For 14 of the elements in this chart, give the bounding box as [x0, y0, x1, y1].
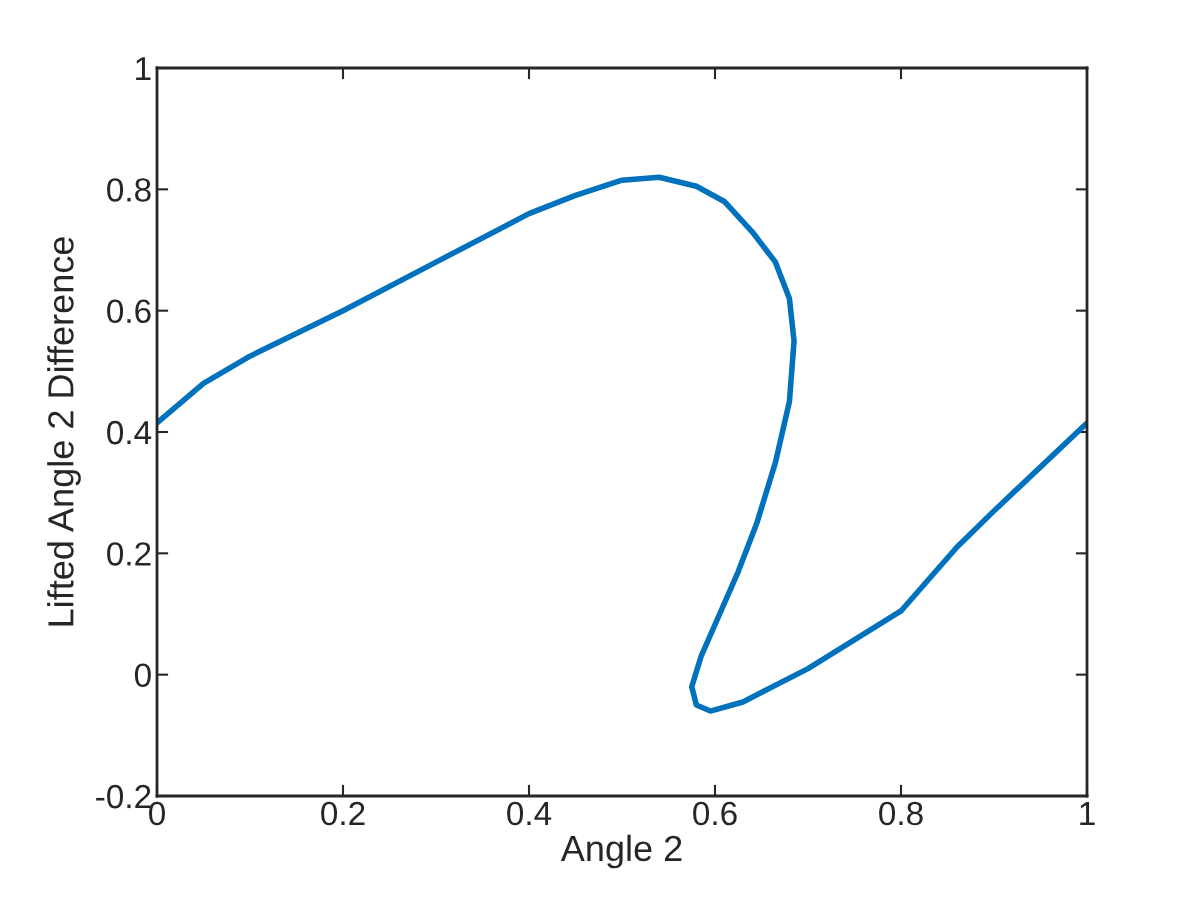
y-tick-label: 0	[134, 663, 151, 688]
x-axis-title: Angle 2	[560, 834, 682, 869]
y-tick-label: -0.2	[96, 784, 151, 809]
x-tick-label: 0.6	[693, 801, 737, 826]
x-tick-label: 0.8	[879, 801, 923, 826]
x-tick-label: 0.2	[321, 801, 365, 826]
x-tick-label: 1	[1080, 802, 1095, 826]
x-tick-label: 0.4	[507, 801, 552, 826]
y-tick-label: 0.4	[107, 420, 152, 445]
y-axis-title: Lifted Angle 2 Difference	[47, 237, 81, 626]
y-tick-label: 0.8	[107, 178, 151, 202]
y-tick-label: 0.6	[107, 299, 151, 324]
y-tick-label: 0.2	[107, 542, 151, 566]
y-tick-label: 1	[136, 57, 151, 81]
